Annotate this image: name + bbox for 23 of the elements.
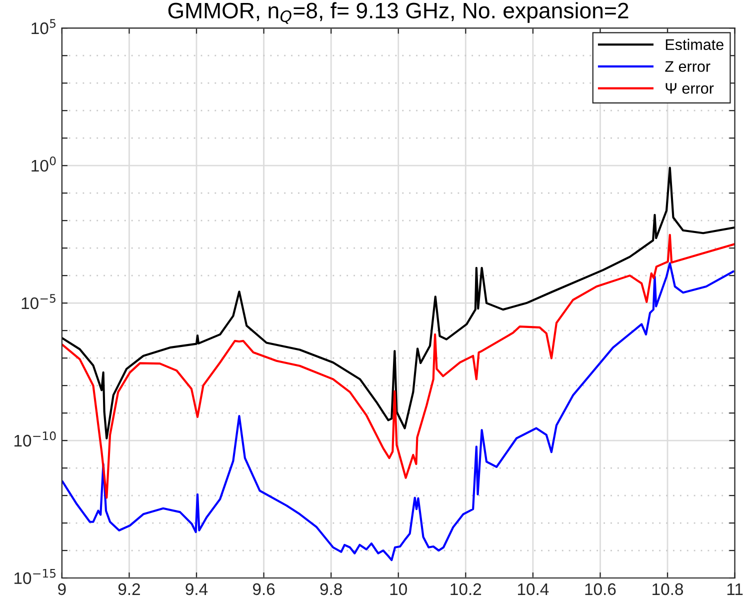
x-tick-label: 10.6 [585, 583, 616, 596]
line-series [62, 166, 735, 440]
y-tick-label: 10$^{0}$ [32, 156, 56, 172]
x-tick-label: 9 [58, 583, 66, 596]
y-tick-label: 10$^{−5}$ [22, 294, 56, 310]
x-tick-label: 9.2 [118, 583, 140, 596]
x-tick-label: 11 [727, 583, 743, 595]
y-tick-label: 10$^{5}$ [32, 19, 56, 34]
legend-label: Z error [665, 61, 710, 72]
line-series [62, 262, 734, 562]
legend-label: Estimate [666, 38, 724, 50]
x-tick-label: 10.2 [450, 583, 482, 596]
chart-title: GMMOR, n$_{Q}$=8, f= 9.13 GHz, No. expansion=2 [168, 2, 628, 24]
legend-label: Ψ error [666, 83, 714, 94]
x-tick-label: 10 [390, 583, 407, 596]
x-tick-label: 9.8 [320, 583, 342, 596]
line-series [62, 234, 735, 499]
x-tick-label: 9.4 [186, 583, 208, 596]
x-tick-label: 9.6 [252, 583, 275, 596]
x-tick-label: 10.8 [652, 583, 684, 596]
y-tick-label: 10$^{−10}$ [14, 431, 56, 447]
x-tick-label: 10.4 [518, 583, 549, 596]
y-tick-label: 10$^{−15}$ [14, 569, 56, 584]
